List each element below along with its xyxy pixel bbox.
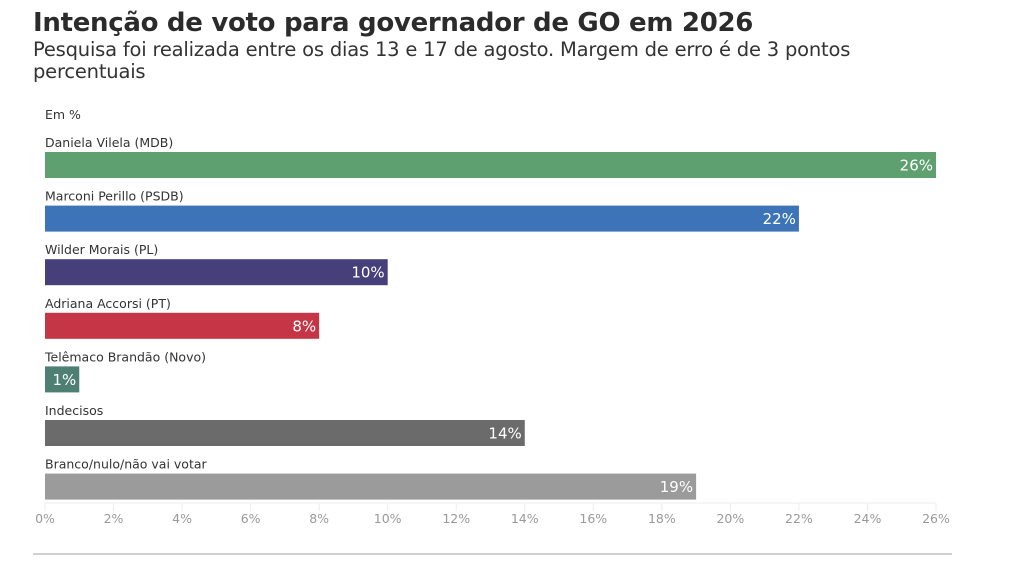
chart-title: Intenção de voto para governador de GO e…	[33, 8, 754, 38]
bar-group: Marconi Perillo (PSDB) 22%	[45, 189, 799, 232]
category-label: Adriana Accorsi (PT)	[45, 296, 171, 311]
value-label: 14%	[488, 425, 521, 443]
bar-group: Indecisos 14%	[45, 403, 525, 446]
x-tick-label: 22%	[785, 511, 813, 526]
bar-group: Branco/nulo/não vai votar 19%	[45, 457, 697, 500]
category-label: Branco/nulo/não vai votar	[45, 457, 208, 472]
x-axis: 0% 2% 4% 6% 8% 10% 12% 14% 16% 18% 20% 22% 24% 26%	[35, 511, 950, 526]
bar	[45, 366, 80, 393]
bar-group: Daniela Vilela (MDB) 26%	[45, 135, 936, 178]
chart-subtitle: Pesquisa foi realizada entre os dias 13 …	[33, 38, 851, 83]
bar	[45, 152, 936, 178]
x-tick-label: 16%	[579, 511, 607, 526]
category-label: Indecisos	[45, 403, 103, 418]
category-label: Telêmaco Brandão (Novo)	[44, 349, 206, 364]
x-tick-label: 18%	[648, 511, 676, 526]
bottom-divider	[33, 553, 952, 555]
unit-label: Em %	[45, 107, 81, 122]
x-tick-label: 2%	[104, 511, 124, 526]
gridlines	[44, 502, 937, 511]
value-label: 10%	[351, 264, 384, 282]
category-label: Daniela Vilela (MDB)	[45, 135, 173, 150]
bar-group: Telêmaco Brandão (Novo) 1%	[44, 349, 206, 393]
x-tick-label: 20%	[716, 511, 744, 526]
x-tick-label: 4%	[172, 511, 192, 526]
bar-group: Adriana Accorsi (PT) 8%	[45, 296, 320, 339]
bar-group: Wilder Morais (PL) 10%	[45, 242, 388, 286]
value-label: 22%	[763, 210, 796, 228]
bar	[45, 205, 799, 232]
x-tick-label: 14%	[511, 511, 539, 526]
value-label: 26%	[900, 157, 933, 175]
bar	[45, 473, 697, 500]
bar	[45, 259, 388, 286]
bars: Daniela Vilela (MDB) 26% Marconi Perillo (…	[44, 135, 936, 500]
x-tick-label: 12%	[442, 511, 470, 526]
x-tick-label: 0%	[35, 511, 55, 526]
value-label: 19%	[660, 478, 693, 496]
category-label: Wilder Morais (PL)	[45, 242, 158, 257]
value-label: 1%	[52, 371, 76, 389]
x-tick-label: 6%	[241, 511, 261, 526]
x-tick-label: 10%	[374, 511, 402, 526]
bar	[45, 312, 320, 339]
value-label: 8%	[292, 317, 316, 335]
x-tick-label: 8%	[309, 511, 329, 526]
x-tick-label: 26%	[922, 511, 950, 526]
x-tick-label: 24%	[854, 511, 882, 526]
category-label: Marconi Perillo (PSDB)	[45, 189, 184, 204]
bar	[45, 420, 525, 446]
